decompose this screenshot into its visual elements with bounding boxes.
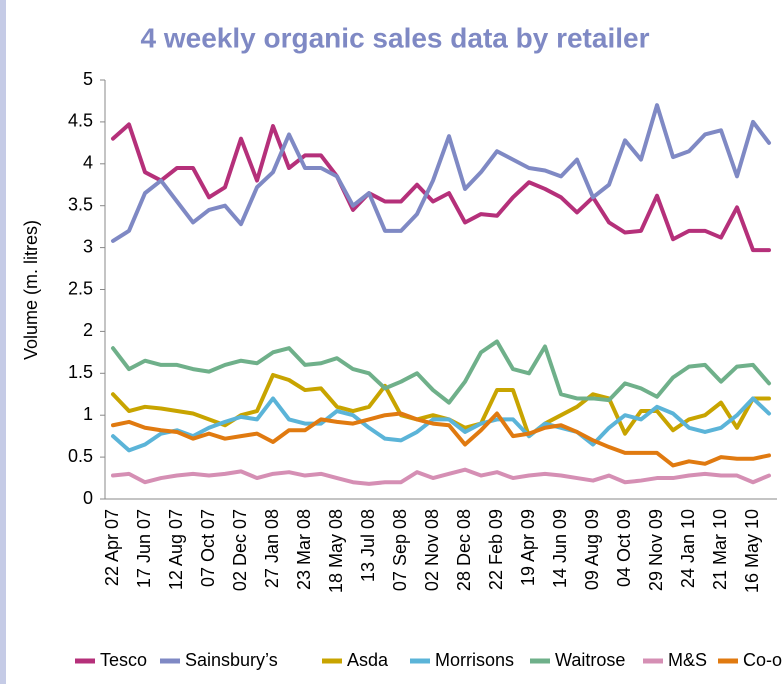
x-tick-label: 02 Nov 08 — [422, 509, 442, 591]
legend-label: Asda — [347, 650, 389, 670]
legend-label: Co-op — [743, 650, 782, 670]
y-tick-label: 1 — [83, 404, 93, 424]
legend-label: Waitrose — [555, 650, 625, 670]
legend-label: Tesco — [100, 650, 147, 670]
y-tick-label: 4.5 — [68, 111, 93, 131]
y-tick-label: 3 — [83, 236, 93, 256]
legend-label: Sainsbury’s — [185, 650, 278, 670]
x-tick-label: 12 Aug 07 — [166, 509, 186, 590]
x-tick-label: 07 Oct 07 — [198, 509, 218, 587]
x-tick-label: 17 Jun 07 — [134, 509, 154, 588]
x-tick-label: 02 Dec 07 — [230, 509, 250, 591]
x-tick-label: 29 Nov 09 — [646, 509, 666, 591]
y-axis-label: Volume (m. litres) — [21, 220, 41, 360]
series-line — [111, 339, 771, 405]
x-tick-label: 23 Mar 08 — [294, 509, 314, 590]
x-tick-label: 14 Jun 09 — [550, 509, 570, 588]
x-tick-label: 24 Jan 10 — [678, 509, 698, 588]
x-tick-label: 07 Sep 08 — [390, 509, 410, 591]
y-tick-label: 0.5 — [68, 446, 93, 466]
x-tick-label: 04 Oct 09 — [614, 509, 634, 587]
y-tick-label: 0 — [83, 488, 93, 508]
x-tick-label: 16 May 10 — [742, 509, 762, 593]
y-tick-label: 4 — [83, 153, 93, 173]
y-tick-label: 1.5 — [68, 362, 93, 382]
x-tick-label: 19 Apr 09 — [518, 509, 538, 586]
side-strip — [0, 0, 6, 684]
x-tick-label: 21 Mar 10 — [710, 509, 730, 590]
y-tick-label: 3.5 — [68, 194, 93, 214]
legend-label: M&S — [668, 650, 707, 670]
series-line — [111, 103, 771, 243]
y-tick-label: 2 — [83, 320, 93, 340]
x-tick-label: 18 May 08 — [326, 509, 346, 593]
x-tick-label: 27 Jan 08 — [262, 509, 282, 588]
x-tick-label: 28 Dec 08 — [454, 509, 474, 591]
x-tick-label: 22 Apr 07 — [102, 509, 122, 586]
series-line — [111, 411, 771, 468]
legend-label: Morrisons — [435, 650, 514, 670]
x-tick-label: 22 Feb 09 — [486, 509, 506, 590]
x-tick-label: 09 Aug 09 — [582, 509, 602, 590]
series-line — [111, 467, 771, 486]
series-line — [111, 396, 771, 453]
y-tick-label: 5 — [83, 69, 93, 89]
chart-title: 4 weekly organic sales data by retailer — [141, 22, 650, 53]
y-tick-label: 2.5 — [68, 278, 93, 298]
series-line — [111, 122, 771, 253]
x-tick-label: 13 Jul 08 — [358, 509, 378, 582]
